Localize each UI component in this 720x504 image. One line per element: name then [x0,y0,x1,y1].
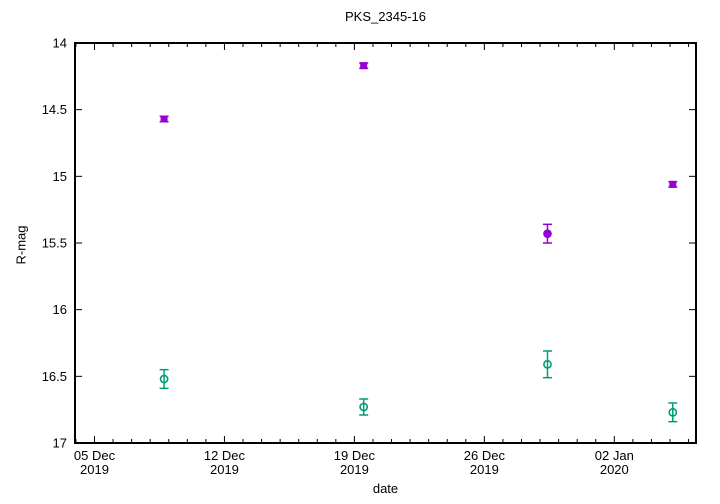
x-tick-label: 26 Dec [464,448,506,463]
series-green [159,350,678,423]
data-point [668,402,678,423]
data-point [159,115,169,123]
y-tick-label: 15 [53,169,67,184]
x-tick-label: 2019 [340,462,369,477]
y-tick-label: 14 [53,36,67,51]
plot-border [74,42,697,444]
y-tick-label: 15.5 [42,236,67,251]
x-tick-label: 2020 [600,462,629,477]
data-point-marker [160,115,168,123]
y-axis-title: R-mag [13,225,29,265]
data-point-marker [360,62,368,70]
data-point-marker [543,229,552,238]
data-point-marker [543,359,552,369]
x-tick-label: 19 Dec [334,448,376,463]
x-tick-label: 12 Dec [204,448,246,463]
x-tick-label: 02 Jan [595,448,634,463]
x-axis-group [75,43,690,443]
data-point [359,398,369,416]
x-tick-label: 2019 [210,462,239,477]
x-tick-label: 2019 [80,462,109,477]
y-tick-label: 16 [53,302,67,317]
data-point [159,368,169,390]
data-point-marker [159,374,169,384]
data-point [542,350,552,379]
y-tick-label: 16.5 [42,369,67,384]
data-point-marker [669,180,677,188]
y-axis-group [75,42,696,444]
data-point-marker [359,402,369,412]
y-tick-label: 17 [53,436,67,451]
chart-title: PKS_2345-16 [345,9,426,24]
x-axis-title: date [372,481,399,496]
x-tick-label: 05 Dec [74,448,116,463]
data-point [542,223,552,244]
series-purple [159,62,678,244]
data-point [359,62,369,70]
data-point-marker [668,407,678,417]
data-point [668,180,678,188]
y-tick-label: 14.5 [42,102,67,117]
x-tick-label: 2019 [470,462,499,477]
